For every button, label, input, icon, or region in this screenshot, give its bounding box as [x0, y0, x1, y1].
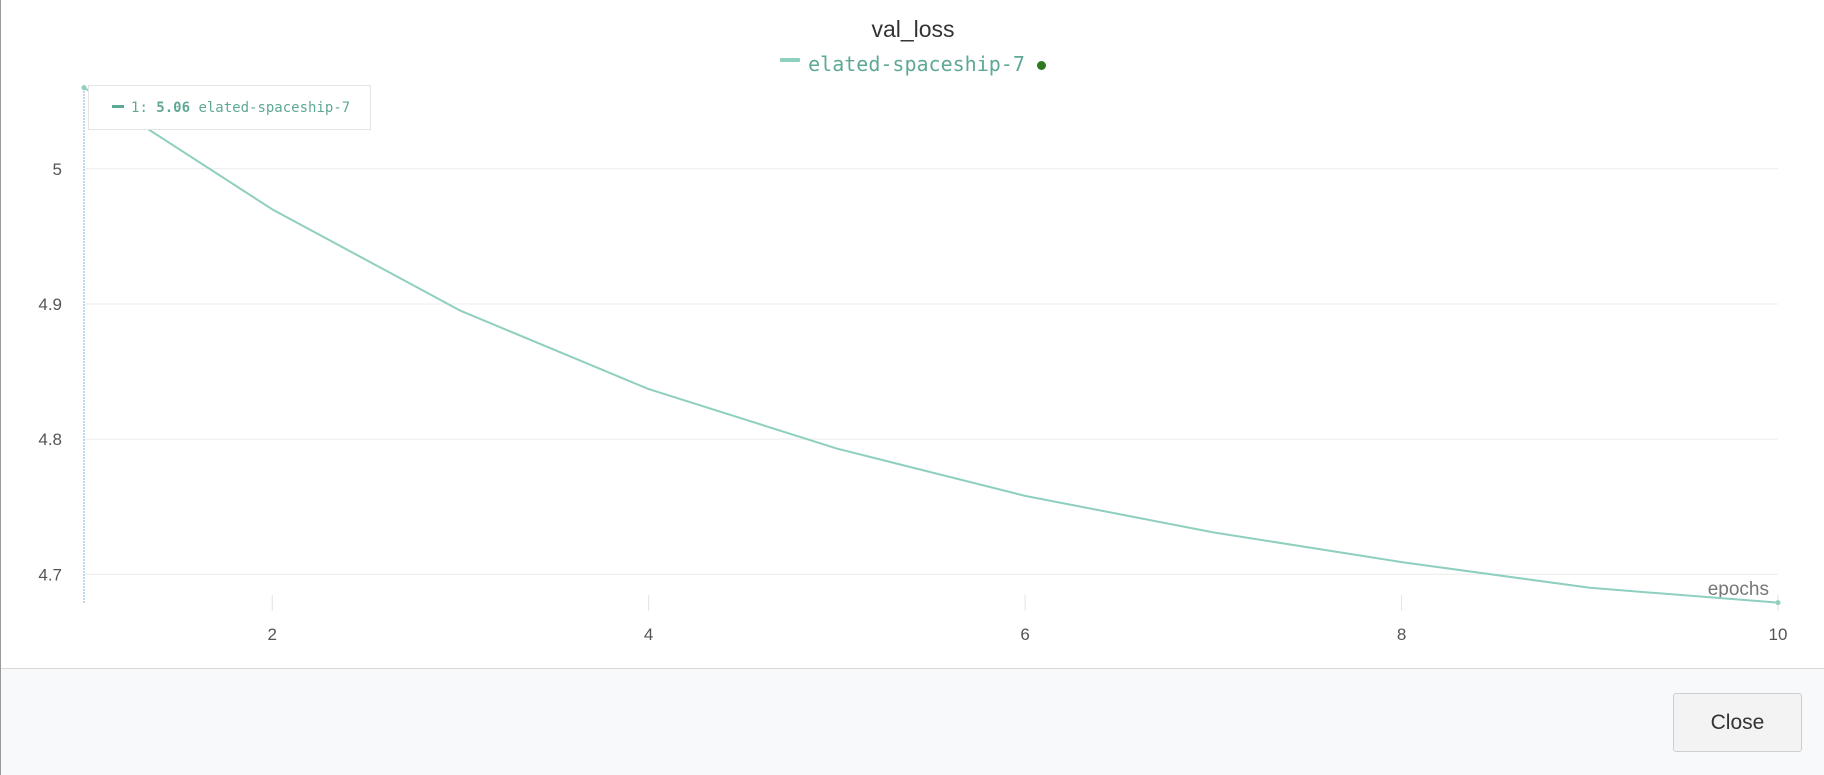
legend-swatch-icon — [780, 57, 801, 62]
chart-panel: val_loss elated-spaceship-7 4.7 4.8 4.9 5 2 4… — [1, 0, 1824, 668]
legend-series-name[interactable]: elated-spaceship-7 — [808, 52, 1025, 76]
data-point — [81, 85, 87, 91]
y-tick-label: 5 — [53, 160, 62, 179]
y-tick-label: 4.7 — [38, 565, 62, 584]
tooltip-series-name: elated-spaceship-7 — [198, 100, 351, 116]
tooltip-step: 1 — [131, 100, 140, 116]
run-status-dot-icon — [1036, 61, 1046, 70]
chart-title: val_loss — [871, 16, 955, 42]
chart-legend: elated-spaceship-7 — [1, 52, 1824, 76]
close-button[interactable]: Close — [1673, 693, 1802, 752]
data-point — [1775, 600, 1781, 606]
line-plot[interactable]: 4.7 4.8 4.9 5 2 4 6 8 10 epochs — [1, 0, 1824, 668]
tooltip-value: 5.06 — [156, 100, 191, 116]
y-tick-label: 4.8 — [38, 430, 62, 449]
y-tick-label: 4.9 — [38, 295, 62, 314]
x-axis-label: epochs — [1708, 579, 1769, 600]
hover-tooltip: 1: 5.06 elated-spaceship-7 — [88, 85, 371, 130]
tooltip-swatch-icon — [112, 104, 124, 108]
series-line-elated-spaceship-7 — [83, 86, 1779, 604]
x-tick-label: 10 — [1769, 625, 1788, 644]
x-tick-label: 8 — [1397, 625, 1406, 644]
modal-footer: Close — [1, 668, 1824, 775]
x-tick-label: 2 — [267, 625, 276, 644]
x-tick-label: 6 — [1020, 625, 1029, 644]
x-tick-label: 4 — [644, 625, 653, 644]
